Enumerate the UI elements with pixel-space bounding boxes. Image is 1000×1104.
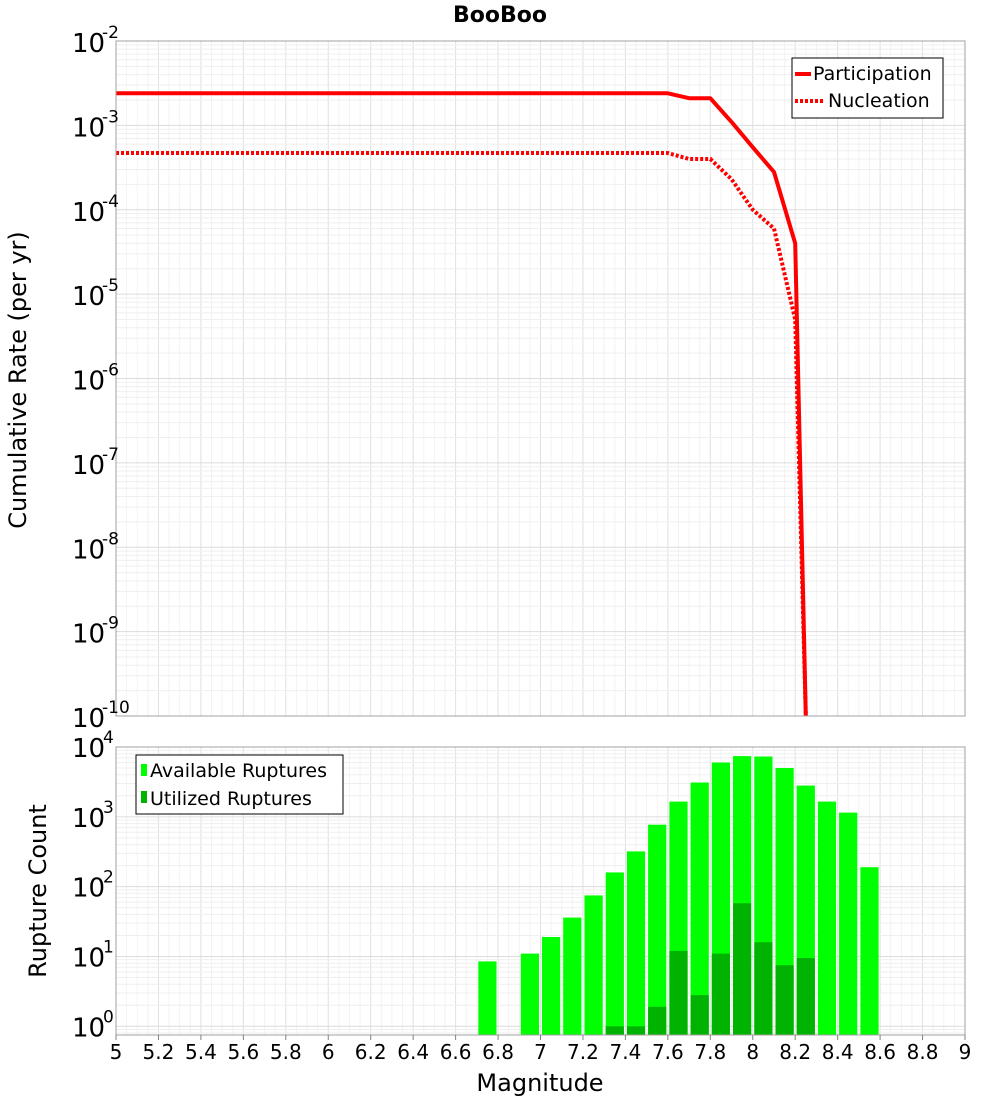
rate-y-tick-exponent: -7: [102, 445, 119, 465]
x-tick-label: 5: [110, 1040, 123, 1064]
x-tick-label: 5.2: [143, 1040, 175, 1064]
count-y-tick-exponent: 3: [103, 798, 114, 818]
rate-series: [116, 91, 808, 717]
chart-title: BooBoo: [453, 3, 547, 28]
available-bar: [860, 867, 879, 1035]
available-bar: [839, 812, 858, 1035]
series-line-participation: [116, 91, 808, 717]
rate-y-tick-label: 10: [72, 113, 105, 143]
count-y-axis-label: Rupture Count: [24, 804, 52, 978]
rate-legend: Participation Nucleation: [791, 57, 944, 119]
x-tick-label: 7.4: [609, 1040, 641, 1064]
x-tick-label: 8.8: [907, 1040, 939, 1064]
legend-label-available: Available Ruptures: [150, 760, 327, 782]
series-line-nucleation: [116, 151, 808, 717]
available-bar: [542, 937, 561, 1035]
x-tick-label: 5.6: [227, 1040, 259, 1064]
utilized-bar: [648, 1006, 667, 1035]
utilized-bar: [669, 950, 688, 1035]
rate-y-tick-exponent: -6: [102, 361, 119, 381]
rate-y-tick-label: 10: [72, 704, 105, 734]
x-tick-label: 8: [746, 1040, 759, 1064]
rate-y-tick-exponent: -3: [102, 107, 119, 127]
rate-y-tick-exponent: -8: [102, 529, 119, 549]
rate-y-tick-label: 10: [72, 198, 105, 228]
available-bar: [626, 851, 646, 1035]
rate-y-tick-label: 10: [72, 535, 105, 565]
rate-y-tick-exponent: -5: [102, 276, 119, 296]
count-x-axis-label: Magnitude: [476, 1069, 603, 1097]
x-tick-label: 6.2: [355, 1040, 387, 1064]
legend-swatch-utilized: [141, 791, 147, 803]
x-tick-label: 6.6: [440, 1040, 472, 1064]
count-y-tick-exponent: 0: [103, 1007, 114, 1027]
count-x-ticks: 5 5.2 5.4 5.6 5.8 6 6.2 6.4 6.6 6.8 7 7.2 7.4 7.6 7.8 8…: [110, 1035, 972, 1064]
x-tick-label: 8.6: [864, 1040, 896, 1064]
count-y-tick-label: 10: [72, 874, 105, 904]
x-tick-label: 7: [534, 1040, 547, 1064]
utilized-bar: [626, 1026, 646, 1035]
rate-grid: [115, 41, 966, 717]
x-tick-label: 5.4: [185, 1040, 217, 1064]
available-bar: [584, 895, 603, 1035]
available-bar: [605, 872, 624, 1035]
x-tick-label: 6: [322, 1040, 335, 1064]
rate-y-tick-label: 10: [72, 29, 105, 59]
rate-panel: 10-210-310-410-510-610-710-810-910-10 Cu…: [4, 23, 966, 734]
utilized-bar: [605, 1026, 624, 1035]
utilized-bar: [711, 953, 730, 1035]
rate-y-ticks: 10-210-310-410-510-610-710-810-910-10: [72, 23, 130, 734]
available-bar: [563, 917, 582, 1035]
utilized-bar: [733, 903, 752, 1035]
available-bar: [648, 824, 667, 1035]
rate-y-tick-label: 10: [72, 620, 105, 650]
count-y-tick-label: 10: [72, 1013, 105, 1043]
count-y-tick-exponent: 2: [103, 868, 114, 888]
rate-y-tick-label: 10: [72, 367, 105, 397]
utilized-bars: [605, 903, 815, 1035]
count-y-tick-label: 10: [72, 734, 105, 764]
rate-y-axis-label: Cumulative Rate (per yr): [4, 231, 32, 529]
available-bar: [817, 801, 837, 1035]
x-tick-label: 5.8: [270, 1040, 302, 1064]
legend-label-nucleation: Nucleation: [828, 90, 930, 112]
utilized-bar: [775, 965, 794, 1035]
utilized-bar: [690, 995, 709, 1035]
x-tick-label: 9: [959, 1040, 972, 1064]
rate-y-tick-exponent: -9: [102, 614, 119, 634]
rate-plot-border: [115, 40, 966, 717]
legend-swatch-available: [141, 764, 147, 776]
count-y-tick-label: 10: [72, 943, 105, 973]
count-legend-box: [135, 754, 344, 815]
x-tick-label: 6.4: [397, 1040, 429, 1064]
utilized-bar: [754, 942, 773, 1035]
x-tick-label: 8.2: [779, 1040, 811, 1064]
rate-legend-box: [791, 57, 944, 119]
x-tick-label: 7.8: [694, 1040, 726, 1064]
utilized-bar: [796, 958, 815, 1035]
count-y-tick-label: 10: [72, 804, 105, 834]
count-legend: Available Ruptures Utilized Ruptures: [135, 754, 344, 815]
x-tick-label: 6.8: [482, 1040, 514, 1064]
available-bar: [690, 782, 709, 1035]
available-bar: [520, 953, 539, 1035]
x-tick-label: 7.2: [567, 1040, 599, 1064]
legend-label-utilized: Utilized Ruptures: [150, 788, 312, 810]
x-tick-label: 8.4: [822, 1040, 854, 1064]
rate-y-tick-exponent: -10: [102, 698, 130, 718]
available-bar: [478, 961, 497, 1035]
rate-y-tick-label: 10: [72, 282, 105, 312]
count-y-tick-exponent: 1: [103, 937, 114, 957]
rate-y-tick-label: 10: [72, 451, 105, 481]
rate-y-tick-exponent: -4: [102, 192, 119, 212]
x-tick-label: 7.6: [652, 1040, 684, 1064]
count-y-tick-exponent: 4: [103, 728, 114, 748]
rate-y-tick-exponent: -2: [102, 23, 119, 43]
legend-label-participation: Participation: [813, 63, 932, 85]
